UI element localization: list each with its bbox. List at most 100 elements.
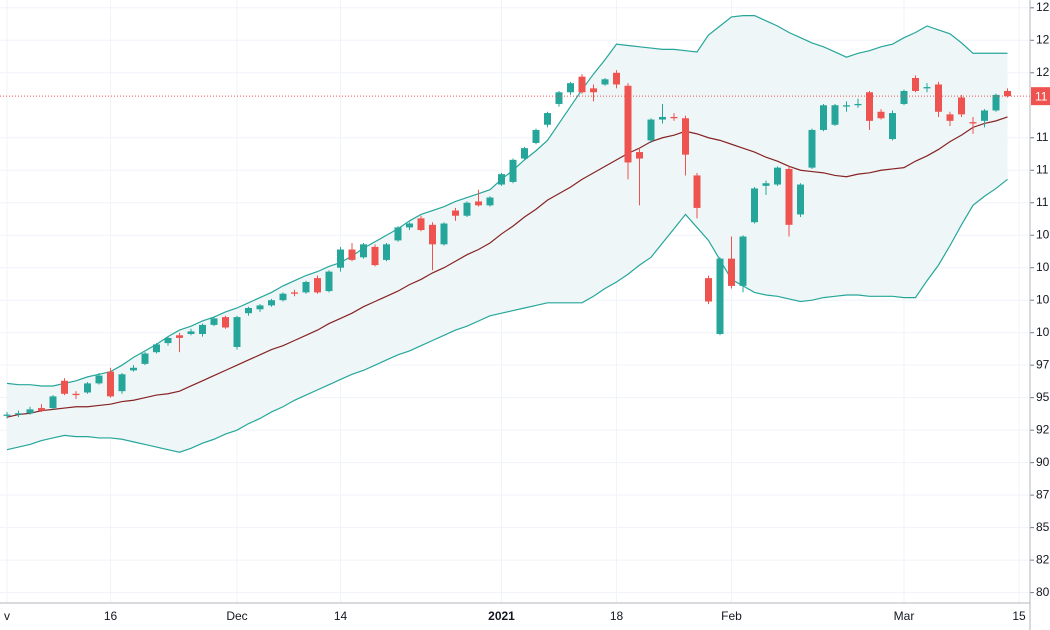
candle-body — [360, 244, 367, 258]
candle-body — [222, 317, 229, 328]
y-tick-label: 11 — [1036, 130, 1049, 144]
candle-body — [49, 396, 57, 409]
candle-body — [624, 85, 632, 163]
candle-body — [84, 383, 91, 393]
y-tick-label: 87 — [1036, 487, 1050, 501]
x-tick-label: 16 — [104, 609, 118, 623]
x-tick-label: Dec — [226, 609, 247, 623]
candle-body — [877, 111, 885, 119]
candle-body — [440, 223, 448, 245]
candle-body — [383, 244, 390, 260]
band-fill — [7, 15, 1008, 453]
candle-body — [659, 116, 666, 120]
candle-body — [946, 114, 954, 121]
upper-band — [6, 14, 1008, 387]
candle-body — [647, 119, 655, 141]
candle-body — [141, 353, 149, 364]
candle-body — [26, 409, 34, 414]
candle-body — [521, 148, 528, 159]
candle-body — [15, 413, 22, 415]
candle-body — [693, 175, 701, 208]
candle-body — [199, 324, 206, 334]
candle-body — [107, 371, 114, 397]
candle-body — [969, 122, 977, 124]
y-tick-label: 10 — [1036, 260, 1050, 274]
y-tick-label: 95 — [1036, 390, 1050, 404]
candle-body — [601, 79, 609, 85]
candle-body — [981, 110, 988, 121]
candle-body — [187, 331, 195, 334]
candle-body — [245, 307, 252, 314]
candle-body — [95, 375, 103, 384]
candle-body — [992, 94, 1000, 111]
candle-body — [670, 116, 678, 119]
candle-body — [831, 105, 839, 125]
candle-body — [636, 152, 643, 159]
candle-body — [371, 246, 379, 266]
y-tick-label: 10 — [1036, 325, 1050, 339]
x-tick-label: 18 — [610, 609, 624, 623]
candle-body — [176, 335, 183, 338]
candle-body — [164, 337, 172, 344]
y-tick-label: 80 — [1036, 585, 1050, 599]
candle-body — [38, 408, 45, 411]
candle-body — [751, 188, 758, 223]
y-tick-label: 10 — [1036, 227, 1050, 241]
candle-body — [590, 88, 597, 93]
candle-body — [394, 227, 402, 241]
y-tick-label: 11 — [1036, 162, 1049, 176]
candle-body — [406, 223, 413, 228]
candle-body — [291, 292, 298, 294]
middle-band — [6, 116, 1008, 418]
candle-body — [935, 84, 942, 112]
candle-body — [72, 393, 80, 396]
candle-body — [210, 318, 218, 325]
candle-body — [314, 278, 321, 293]
x-tick-label: Mar — [894, 609, 915, 623]
candle-body — [555, 92, 563, 104]
y-tick-label: 92 — [1036, 422, 1050, 436]
candle-body — [452, 210, 459, 216]
candle-body — [820, 105, 827, 130]
candle-body — [3, 414, 11, 416]
candle-body — [463, 202, 471, 216]
candle-body — [705, 278, 712, 302]
candle-body — [958, 97, 965, 115]
candle-body — [325, 271, 333, 292]
x-tick-label: v — [4, 609, 10, 623]
y-tick-label: 12 — [1036, 32, 1050, 46]
candle-body — [900, 90, 908, 104]
candle-body — [578, 76, 586, 93]
candle-body — [843, 105, 850, 107]
y-tick-label: 11 — [1036, 195, 1049, 209]
candle-body — [61, 380, 68, 394]
y-tick-label: 12 — [1036, 0, 1050, 14]
candle-body — [544, 113, 551, 125]
candle-body — [762, 183, 770, 186]
candle-body — [486, 197, 494, 206]
candle-body — [774, 167, 781, 185]
y-tick-label: 82 — [1036, 552, 1050, 566]
lower-band — [6, 178, 1008, 453]
candle-body — [153, 344, 160, 353]
candle-body — [279, 293, 287, 301]
y-tick-label: 10 — [1036, 292, 1050, 306]
candle-body — [302, 282, 310, 293]
candle-body — [567, 83, 574, 93]
candle-body — [739, 236, 747, 286]
candle-body — [854, 103, 862, 106]
last-price-label: 11 — [1035, 89, 1048, 103]
candle-body — [475, 201, 482, 206]
x-tick-label: Feb — [721, 609, 742, 623]
candle-body — [532, 129, 540, 143]
candle-body — [256, 305, 264, 310]
y-tick-label: 85 — [1036, 520, 1050, 534]
x-tick-label: 14 — [334, 609, 348, 623]
candle-body — [233, 317, 241, 347]
candle-body — [337, 249, 344, 268]
candle-body — [682, 118, 689, 155]
y-tick-label: 12 — [1036, 65, 1050, 79]
candle-body — [808, 129, 816, 168]
y-tick-label: 97 — [1036, 357, 1050, 371]
